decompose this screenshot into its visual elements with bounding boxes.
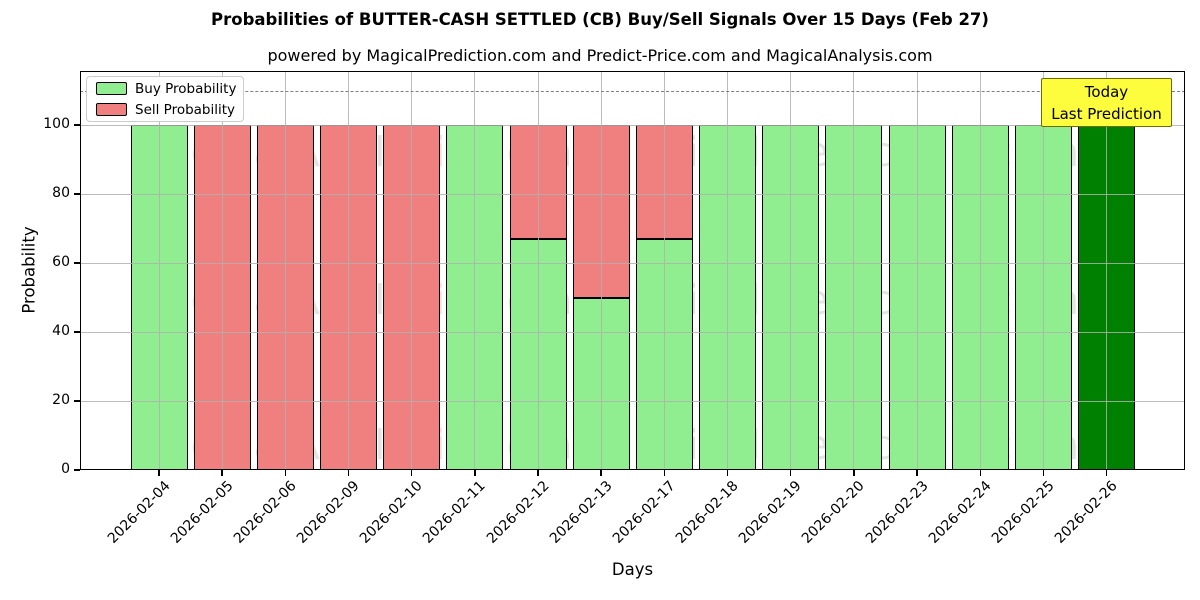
x-tick-mark <box>916 470 918 476</box>
x-axis-label: Days <box>611 560 654 579</box>
x-tick-mark <box>347 470 350 476</box>
legend-swatch-sell <box>96 103 127 116</box>
vertical-gridline <box>284 71 286 470</box>
x-tick-label-text: 2026-02-13 <box>546 478 616 547</box>
x-tick-mark <box>284 470 287 476</box>
vertical-gridline <box>158 71 160 470</box>
legend-item-label: Buy Probability <box>135 80 237 97</box>
today-annotation-line1: Today <box>1084 82 1129 101</box>
vertical-gridline <box>348 71 349 470</box>
x-tick-mark <box>600 470 602 476</box>
horizontal-gridline <box>80 262 1185 264</box>
x-tick-mark <box>537 470 539 476</box>
today-annotation: Today Last Prediction <box>1041 78 1172 127</box>
vertical-gridline <box>916 71 918 470</box>
y-tick-mark <box>74 124 80 126</box>
x-tick-label-text: 2026-02-25 <box>988 478 1058 547</box>
vertical-gridline <box>727 71 729 470</box>
x-tick-mark <box>790 470 792 476</box>
x-tick-mark <box>663 470 666 476</box>
plot-area: MagicalAnalysis.comMagicalPrediction.com… <box>80 71 1185 470</box>
x-tick-label-text: 2026-02-26 <box>1052 478 1121 547</box>
y-tick-label: 80 <box>52 185 70 202</box>
x-tick-label-text: 2026-02-05 <box>167 478 237 547</box>
x-tick-label-text: 2026-02-04 <box>104 478 174 547</box>
x-tick-label-text: 2026-02-18 <box>672 478 742 547</box>
x-tick-mark <box>1042 470 1045 476</box>
y-tick-mark <box>74 400 80 402</box>
x-tick-label-text: 2026-02-24 <box>925 478 995 547</box>
x-tick-mark <box>221 470 223 476</box>
x-tick-label-text: 2026-02-09 <box>293 478 363 547</box>
x-tick-mark <box>726 470 729 476</box>
y-tick-mark <box>74 469 80 471</box>
legend-item-label: Sell Probability <box>135 101 236 118</box>
legend-swatch-buy <box>96 82 127 95</box>
x-tick-mark <box>1105 470 1108 476</box>
x-tick-label-text: 2026-02-17 <box>609 478 679 547</box>
vertical-gridline <box>1106 71 1108 470</box>
vertical-gridline <box>411 71 413 470</box>
y-tick-mark <box>74 193 80 195</box>
vertical-gridline <box>1042 71 1044 470</box>
x-tick-mark <box>979 470 981 476</box>
x-tick-label-text: 2026-02-12 <box>483 478 553 547</box>
y-tick-label: 60 <box>52 254 70 271</box>
y-tick-mark <box>74 262 80 264</box>
horizontal-gridline <box>80 124 1185 126</box>
y-tick-mark <box>74 331 80 333</box>
x-tick-mark <box>853 470 855 476</box>
today-annotation-line2: Last Prediction <box>1051 104 1162 123</box>
vertical-gridline <box>474 71 476 470</box>
x-tick-mark <box>158 470 160 476</box>
y-tick-label: 100 <box>43 116 70 133</box>
legend-item-sell: Sell Probability <box>96 102 243 118</box>
x-tick-mark <box>410 470 413 476</box>
legend-item-buy: Buy Probability <box>96 81 243 97</box>
x-tick-label-text: 2026-02-10 <box>357 478 426 547</box>
horizontal-gridline <box>80 331 1185 333</box>
legend: Buy Probability Sell Probability <box>86 76 244 122</box>
vertical-gridline <box>221 71 223 470</box>
vertical-gridline <box>537 71 539 470</box>
dashed-threshold-line <box>80 90 1185 92</box>
y-tick-label: 40 <box>52 323 70 340</box>
horizontal-gridline <box>80 400 1185 402</box>
x-tick-label-text: 2026-02-06 <box>230 478 300 547</box>
vertical-gridline <box>790 71 792 470</box>
horizontal-gridline <box>80 193 1185 195</box>
y-tick-label: 0 <box>61 461 70 477</box>
y-tick-label: 20 <box>52 392 70 409</box>
vertical-gridline <box>853 71 855 470</box>
x-tick-label-text: 2026-02-23 <box>862 478 932 547</box>
vertical-gridline <box>663 71 665 470</box>
vertical-gridline <box>600 71 602 470</box>
chart-subtitle: powered by MagicalPrediction.com and Pre… <box>267 46 933 65</box>
x-tick-label-text: 2026-02-19 <box>736 478 806 547</box>
x-tick-label-text: 2026-02-11 <box>420 478 490 547</box>
x-tick-label-text: 2026-02-20 <box>799 478 869 547</box>
x-tick-mark <box>474 470 476 476</box>
vertical-gridline <box>979 71 981 470</box>
chart-title: Probabilities of BUTTER-CASH SETTLED (CB… <box>211 10 989 29</box>
